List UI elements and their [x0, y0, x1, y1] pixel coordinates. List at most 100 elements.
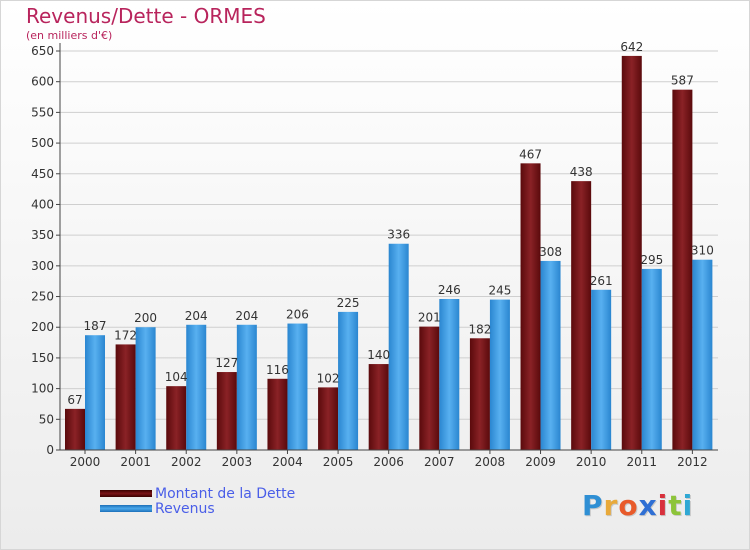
value-label-dette: 104: [165, 370, 188, 384]
x-tick-label: 2001: [120, 455, 151, 469]
logo-letter: o: [618, 489, 639, 522]
bar-revenus: [287, 323, 308, 450]
chart-title: Revenus/Dette - ORMES: [26, 4, 266, 28]
y-tick-label: 450: [31, 167, 54, 181]
bar-dette: [115, 344, 136, 450]
bar-revenus: [338, 311, 359, 450]
logo-letter: t: [668, 489, 683, 522]
value-label-dette: 467: [519, 147, 542, 161]
bar-revenus: [186, 324, 207, 450]
value-label-dette: 127: [215, 356, 238, 370]
proxiti-logo: Proxiti: [582, 489, 693, 522]
value-label-dette: 438: [570, 165, 593, 179]
x-tick-label: 2011: [626, 455, 657, 469]
bar-revenus: [591, 289, 612, 450]
bar-dette: [621, 55, 642, 451]
value-label-dette: 182: [468, 322, 491, 336]
bar-dette: [166, 386, 187, 450]
legend: Montant de la Dette Revenus: [100, 485, 296, 517]
x-tick-label: 2002: [171, 455, 202, 469]
value-label-revenus: 310: [691, 244, 714, 258]
y-tick-label: 400: [31, 197, 54, 211]
bar-revenus: [135, 327, 156, 450]
x-tick-label: 2006: [373, 455, 404, 469]
logo-letter: i: [657, 489, 669, 522]
value-label-dette: 587: [671, 74, 694, 88]
bar-dette: [520, 163, 541, 450]
bar-dette: [368, 364, 389, 450]
chart-subtitle: (en milliers d'€): [26, 29, 113, 42]
value-label-revenus: 336: [387, 228, 410, 242]
y-tick-label: 550: [31, 105, 54, 119]
logo-letter: r: [603, 489, 619, 522]
y-tick-label: 100: [31, 382, 54, 396]
x-tick-label: 2009: [525, 455, 556, 469]
bar-revenus: [489, 299, 510, 450]
value-label-dette: 201: [418, 311, 441, 325]
legend-label-dette: Montant de la Dette: [155, 485, 296, 502]
y-tick-label: 600: [31, 75, 54, 89]
bar-dette: [672, 89, 693, 451]
bar-revenus: [692, 259, 713, 450]
value-label-revenus: 245: [488, 284, 511, 298]
y-tick-label: 150: [31, 351, 54, 365]
y-tick-label: 650: [31, 44, 54, 58]
x-tick-label: 2000: [70, 455, 101, 469]
value-label-revenus: 206: [286, 308, 309, 322]
bar-revenus: [388, 243, 409, 450]
legend-label-revenus: Revenus: [155, 500, 215, 517]
axis-layer: [56, 43, 718, 454]
legend-swatch-revenus: [100, 505, 152, 512]
logo-letter: P: [582, 489, 604, 522]
bar-dette: [216, 372, 237, 450]
bars-layer: [65, 55, 713, 451]
value-label-revenus: 225: [337, 296, 360, 310]
value-label-dette: 116: [266, 363, 289, 377]
logo-letter: x: [638, 489, 658, 522]
value-label-revenus: 246: [438, 283, 461, 297]
y-tick-label: 500: [31, 136, 54, 150]
y-tick-label: 350: [31, 228, 54, 242]
labels-layer: 0 50 100 150 200 250 300 350 400 450 500 550 600 650 6…: [31, 40, 714, 469]
value-label-revenus: 187: [84, 319, 107, 333]
value-label-revenus: 204: [235, 309, 258, 323]
value-label-dette: 140: [367, 348, 390, 362]
bar-dette: [571, 181, 592, 451]
y-tick-label: 0: [46, 443, 54, 457]
x-tick-label: 2007: [424, 455, 455, 469]
value-label-revenus: 295: [640, 253, 663, 267]
value-label-dette: 642: [620, 40, 643, 54]
bar-dette: [419, 326, 440, 450]
legend-item-dette: Montant de la Dette: [100, 485, 296, 502]
y-tick-label: 300: [31, 259, 54, 273]
bar-dette: [469, 338, 490, 450]
bar-revenus: [85, 335, 105, 450]
value-label-revenus: 204: [185, 309, 208, 323]
y-tick-label: 200: [31, 320, 54, 334]
x-tick-label: 2004: [272, 455, 303, 469]
bar-revenus: [439, 298, 460, 450]
value-label-dette: 172: [114, 328, 137, 342]
logo-letter: i: [682, 489, 694, 522]
bar-revenus: [641, 268, 662, 450]
y-tick-label: 250: [31, 290, 54, 304]
bar-revenus: [236, 324, 257, 450]
y-tick-label: 50: [39, 412, 54, 426]
bar-dette: [318, 387, 339, 450]
value-label-revenus: 308: [539, 245, 562, 259]
x-tick-label: 2012: [677, 455, 708, 469]
value-label-revenus: 200: [134, 311, 157, 325]
bar-dette: [65, 408, 85, 450]
legend-item-revenus: Revenus: [100, 500, 295, 517]
value-label-dette: 102: [317, 371, 340, 385]
x-tick-label: 2005: [323, 455, 354, 469]
value-label-dette: 67: [67, 393, 82, 407]
x-tick-label: 2010: [576, 455, 607, 469]
bar-dette: [267, 378, 288, 450]
x-tick-label: 2003: [222, 455, 253, 469]
value-label-revenus: 261: [590, 274, 613, 288]
x-tick-label: 2008: [475, 455, 506, 469]
bar-revenus: [540, 260, 561, 450]
legend-swatch-dette: [100, 490, 152, 497]
